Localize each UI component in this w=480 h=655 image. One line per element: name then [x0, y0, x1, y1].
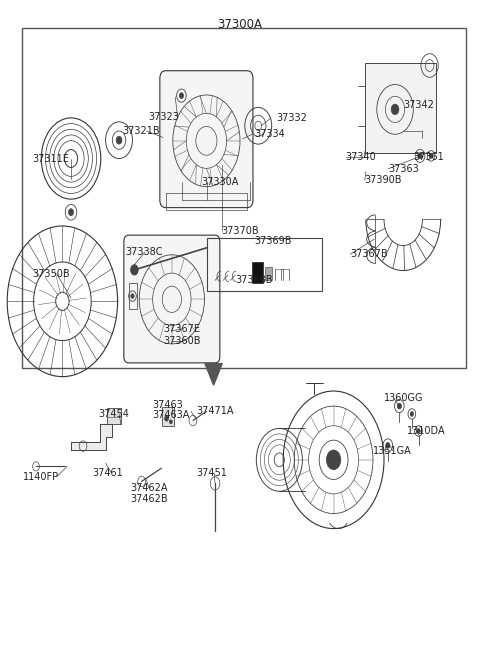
Text: 37367B: 37367B [350, 249, 388, 259]
Circle shape [165, 416, 168, 421]
Bar [365, 63, 436, 153]
Circle shape [180, 93, 184, 98]
Text: 37370B: 37370B [222, 225, 259, 236]
Text: 37340: 37340 [346, 152, 376, 162]
Bar [162, 407, 174, 426]
Text: 37363: 37363 [388, 164, 419, 174]
FancyBboxPatch shape [160, 71, 253, 208]
Circle shape [397, 403, 401, 409]
Bar [207, 238, 322, 291]
Text: 37350B: 37350B [33, 269, 70, 279]
Bar [166, 193, 247, 210]
Polygon shape [205, 364, 222, 385]
Circle shape [417, 428, 420, 434]
Bar [22, 28, 466, 368]
Text: 37367E: 37367E [163, 324, 200, 334]
Circle shape [429, 153, 433, 159]
Text: 37368B: 37368B [235, 275, 273, 286]
FancyBboxPatch shape [124, 235, 220, 363]
Bar [252, 262, 263, 283]
Text: 37321B: 37321B [122, 126, 160, 136]
Circle shape [391, 104, 399, 115]
Text: 1140FP: 1140FP [23, 472, 59, 482]
Text: 37342: 37342 [403, 100, 434, 110]
Circle shape [418, 153, 422, 159]
Text: 37332: 37332 [276, 113, 307, 123]
Text: 1351GA: 1351GA [373, 445, 412, 456]
Text: 37360B: 37360B [163, 335, 201, 346]
Text: 37462A: 37462A [131, 483, 168, 493]
Text: 37462B: 37462B [131, 494, 168, 504]
Bar [129, 283, 137, 309]
Text: 37390B: 37390B [365, 175, 402, 185]
Text: 37471A: 37471A [196, 406, 233, 417]
Text: 37461: 37461 [92, 468, 123, 478]
Text: 37323: 37323 [149, 111, 180, 122]
Circle shape [386, 443, 390, 448]
Bar [265, 267, 272, 280]
Text: 37300A: 37300A [217, 18, 263, 31]
Circle shape [116, 136, 122, 144]
Text: 37454: 37454 [98, 409, 129, 419]
Text: 37451: 37451 [196, 468, 227, 478]
Text: 37338C: 37338C [126, 247, 163, 257]
Text: 37311E: 37311E [33, 153, 70, 164]
Text: 37361: 37361 [414, 152, 444, 162]
Circle shape [131, 265, 138, 275]
Text: 37369B: 37369B [254, 236, 292, 246]
Text: 37334: 37334 [254, 129, 285, 140]
Text: 37463: 37463 [153, 400, 183, 410]
Bar [107, 408, 121, 424]
Text: 37463A: 37463A [153, 410, 190, 421]
Text: 37330A: 37330A [202, 177, 239, 187]
Circle shape [326, 450, 341, 470]
Circle shape [410, 411, 414, 417]
Circle shape [69, 209, 73, 215]
Circle shape [169, 420, 172, 424]
Circle shape [131, 293, 134, 299]
Text: 1360GG: 1360GG [384, 393, 423, 403]
Polygon shape [71, 424, 112, 450]
Text: 1310DA: 1310DA [407, 426, 445, 436]
